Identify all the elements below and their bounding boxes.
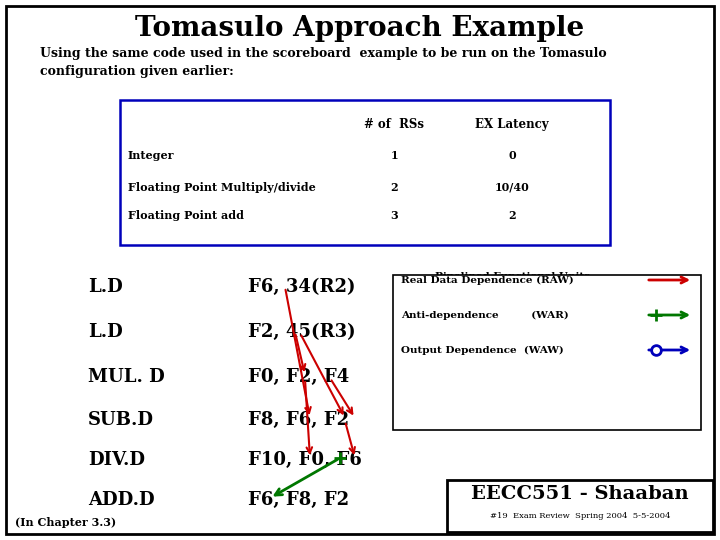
Text: #19  Exam Review  Spring 2004  5-5-2004: #19 Exam Review Spring 2004 5-5-2004: [490, 512, 670, 520]
Text: Integer: Integer: [128, 150, 174, 161]
Text: 3: 3: [390, 210, 398, 221]
Text: SUB.D: SUB.D: [88, 411, 154, 429]
Text: F6, 34(R2): F6, 34(R2): [248, 278, 356, 296]
Text: Pipelined Functional Units: Pipelined Functional Units: [435, 272, 590, 281]
Text: L.D: L.D: [88, 323, 122, 341]
Text: Anti-dependence         (WAR): Anti-dependence (WAR): [401, 310, 569, 320]
Bar: [393, 275, 701, 430]
Text: (In Chapter 3.3): (In Chapter 3.3): [15, 517, 116, 528]
Text: Real Data Dependence (RAW): Real Data Dependence (RAW): [401, 275, 574, 285]
Text: EECC551 - Shaaban: EECC551 - Shaaban: [471, 485, 689, 503]
Text: DIV.D: DIV.D: [88, 451, 145, 469]
Text: L.D: L.D: [88, 278, 122, 296]
Bar: [120, 100, 610, 245]
Text: Output Dependence  (WAW): Output Dependence (WAW): [401, 346, 564, 355]
Text: Floating Point Multiply/divide: Floating Point Multiply/divide: [128, 182, 316, 193]
Text: F2, 45(R3): F2, 45(R3): [248, 323, 356, 341]
Text: F6, F8, F2: F6, F8, F2: [248, 491, 349, 509]
Text: 1: 1: [390, 150, 398, 161]
Text: F10, F0, F6: F10, F0, F6: [248, 451, 362, 469]
Text: F0, F2, F4: F0, F2, F4: [248, 368, 349, 386]
Text: Floating Point add: Floating Point add: [128, 210, 244, 221]
Text: 2: 2: [390, 182, 398, 193]
Text: # of  RSs: # of RSs: [364, 118, 424, 131]
Text: 0: 0: [508, 150, 516, 161]
Text: F8, F6, F2: F8, F6, F2: [248, 411, 349, 429]
Text: configuration given earlier:: configuration given earlier:: [40, 65, 234, 78]
Text: Using the same code used in the scoreboard  example to be run on the Tomasulo: Using the same code used in the scoreboa…: [40, 47, 607, 60]
Text: Tomasulo Approach Example: Tomasulo Approach Example: [135, 15, 585, 42]
Text: 2: 2: [508, 210, 516, 221]
Text: MUL. D: MUL. D: [88, 368, 165, 386]
Text: 10/40: 10/40: [495, 182, 529, 193]
Bar: [447, 480, 713, 532]
Text: ADD.D: ADD.D: [88, 491, 155, 509]
Text: EX Latency: EX Latency: [475, 118, 549, 131]
